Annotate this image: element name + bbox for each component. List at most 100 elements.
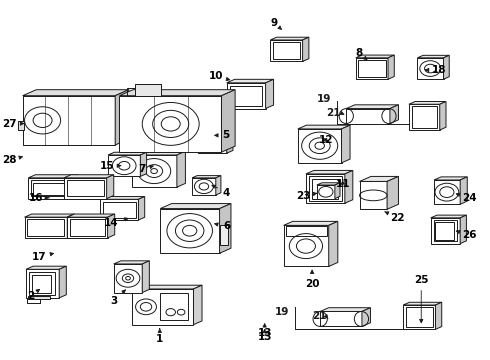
Polygon shape	[108, 214, 115, 238]
Text: 23: 23	[296, 191, 317, 201]
Polygon shape	[192, 178, 216, 195]
Bar	[434, 220, 457, 242]
Bar	[286, 226, 327, 237]
Bar	[18, 121, 24, 130]
Text: 10: 10	[208, 71, 230, 81]
Text: 11: 11	[336, 179, 350, 189]
Text: 6: 6	[215, 221, 230, 231]
Polygon shape	[345, 170, 353, 203]
Polygon shape	[270, 40, 303, 62]
Polygon shape	[431, 218, 460, 244]
Text: 8: 8	[356, 48, 367, 60]
Polygon shape	[59, 266, 66, 298]
Text: 5: 5	[215, 130, 229, 140]
Polygon shape	[23, 96, 115, 145]
Bar	[32, 275, 51, 293]
Polygon shape	[198, 130, 227, 153]
Polygon shape	[360, 176, 398, 181]
Polygon shape	[387, 176, 398, 209]
Text: 4: 4	[212, 185, 230, 198]
Polygon shape	[24, 214, 74, 217]
Text: 21: 21	[312, 311, 326, 321]
Polygon shape	[160, 208, 220, 253]
Polygon shape	[108, 152, 147, 155]
Polygon shape	[194, 285, 202, 325]
Polygon shape	[192, 176, 221, 178]
Text: 3: 3	[110, 290, 125, 306]
Polygon shape	[28, 175, 78, 178]
Polygon shape	[356, 55, 394, 58]
Polygon shape	[440, 102, 446, 130]
Polygon shape	[120, 96, 221, 152]
Polygon shape	[320, 311, 362, 327]
Polygon shape	[100, 197, 145, 199]
Polygon shape	[460, 215, 466, 244]
Text: 2: 2	[27, 289, 40, 301]
Polygon shape	[306, 174, 345, 203]
Text: 22: 22	[385, 212, 404, 222]
Polygon shape	[298, 125, 350, 129]
Polygon shape	[24, 217, 67, 238]
Polygon shape	[177, 151, 185, 187]
Polygon shape	[26, 266, 66, 269]
Polygon shape	[342, 125, 350, 163]
Polygon shape	[132, 155, 177, 187]
Polygon shape	[329, 221, 338, 266]
Polygon shape	[320, 308, 370, 311]
Polygon shape	[403, 302, 441, 305]
Polygon shape	[266, 79, 273, 109]
Polygon shape	[220, 203, 231, 253]
Polygon shape	[362, 308, 370, 327]
Bar	[273, 42, 300, 59]
Polygon shape	[431, 215, 466, 218]
Bar	[31, 180, 68, 197]
Polygon shape	[317, 183, 340, 185]
Polygon shape	[28, 296, 49, 298]
Polygon shape	[67, 214, 115, 217]
Bar	[103, 202, 136, 218]
Polygon shape	[114, 261, 149, 264]
Text: 26: 26	[456, 230, 477, 240]
Polygon shape	[135, 84, 161, 96]
Polygon shape	[142, 261, 149, 293]
Polygon shape	[28, 178, 71, 199]
Polygon shape	[388, 55, 394, 79]
Polygon shape	[270, 37, 309, 40]
Text: 16: 16	[29, 193, 49, 203]
Polygon shape	[64, 178, 107, 199]
Text: 13: 13	[257, 328, 272, 338]
Text: 9: 9	[270, 18, 281, 30]
Bar	[436, 222, 454, 240]
Text: 12: 12	[318, 135, 333, 145]
Bar	[229, 86, 262, 107]
Bar	[67, 180, 104, 197]
Text: 24: 24	[456, 193, 477, 203]
Text: 13: 13	[257, 324, 272, 342]
Text: 25: 25	[414, 275, 428, 323]
Polygon shape	[107, 175, 114, 199]
Polygon shape	[434, 180, 460, 204]
Polygon shape	[298, 129, 342, 163]
Polygon shape	[71, 175, 78, 199]
Polygon shape	[120, 90, 235, 96]
Text: 27: 27	[2, 118, 24, 129]
Polygon shape	[100, 199, 139, 220]
Bar	[29, 272, 55, 295]
Polygon shape	[26, 269, 59, 298]
Bar	[27, 219, 64, 236]
Polygon shape	[67, 214, 74, 238]
Text: 15: 15	[100, 161, 121, 171]
Polygon shape	[460, 177, 467, 204]
Polygon shape	[436, 302, 441, 329]
Polygon shape	[390, 105, 398, 123]
Polygon shape	[409, 102, 446, 104]
Polygon shape	[317, 185, 335, 199]
Bar	[70, 219, 105, 236]
Polygon shape	[132, 289, 194, 325]
Text: 20: 20	[305, 270, 319, 289]
Bar	[220, 225, 228, 245]
Bar	[33, 183, 65, 195]
Text: 19: 19	[275, 307, 289, 317]
Polygon shape	[306, 170, 353, 174]
Text: 18: 18	[425, 65, 446, 75]
